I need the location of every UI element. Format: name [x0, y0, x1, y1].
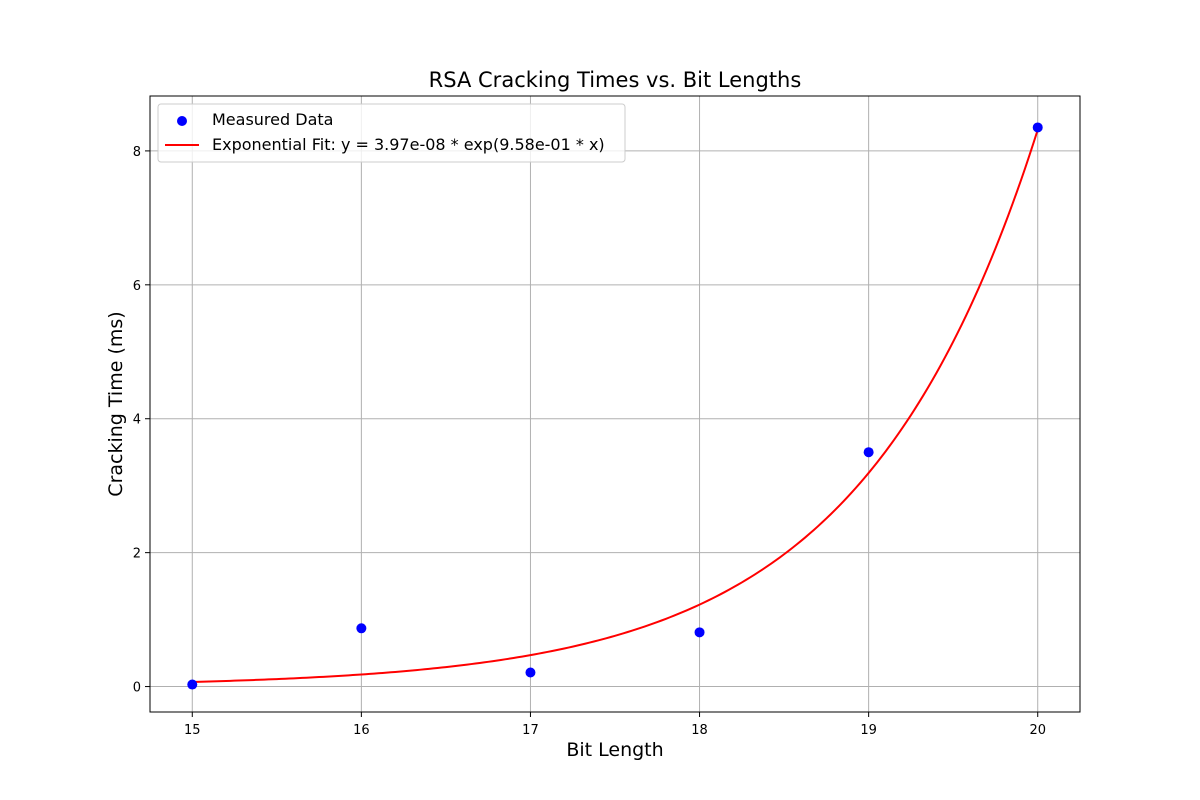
x-axis-title: Bit Length: [566, 739, 663, 761]
ticks: 15 16 17 18 19 20 0 2 4 6 8: [133, 145, 1046, 738]
legend-label-exponential-fit: Exponential Fit: y = 3.97e-08 * exp(9.58…: [212, 135, 605, 154]
data-point: [356, 623, 367, 634]
legend-box: [157, 103, 626, 163]
x-tick-label: 20: [1029, 723, 1046, 738]
x-tick-label: 16: [353, 723, 370, 738]
y-tick-label: 4: [133, 413, 141, 428]
data-point: [863, 447, 874, 458]
chart-title: RSA Cracking Times vs. Bit Lengths: [429, 68, 802, 92]
y-tick-label: 8: [133, 145, 141, 160]
y-axis-title: Cracking Time (ms): [105, 311, 127, 496]
x-tick-label: 19: [860, 723, 877, 738]
fit-line: [192, 129, 1039, 683]
scatter-points-layer: [187, 122, 1043, 690]
plot-frame: [149, 95, 1081, 713]
legend: Measured Data Exponential Fit: y = 3.97e…: [157, 103, 626, 163]
data-point: [694, 627, 705, 638]
fit-line-layer: [192, 129, 1039, 683]
x-tick-label: 17: [522, 723, 539, 738]
y-tick-label: 2: [133, 547, 141, 562]
data-point: [525, 667, 536, 678]
y-tick-label: 0: [133, 681, 141, 696]
x-tick-label: 18: [691, 723, 708, 738]
data-point: [187, 679, 198, 690]
data-point: [1032, 122, 1043, 133]
y-tick-label: 6: [133, 279, 141, 294]
x-tick-label: 15: [184, 723, 201, 738]
legend-label-measured-data: Measured Data: [212, 110, 333, 129]
legend-marker-measured-data: [177, 116, 187, 126]
